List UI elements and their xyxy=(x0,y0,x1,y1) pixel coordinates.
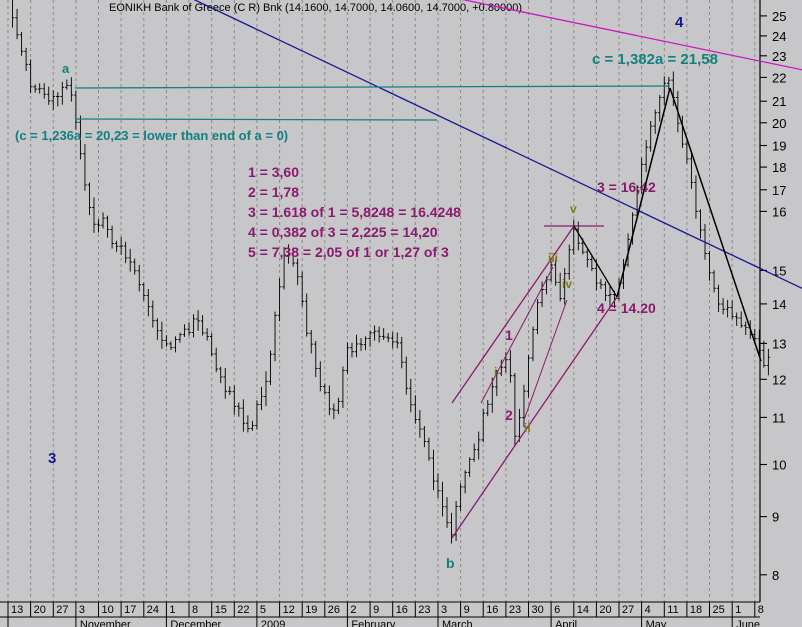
svg-text:24: 24 xyxy=(147,604,159,616)
svg-text:a: a xyxy=(62,61,70,76)
svg-text:March: March xyxy=(442,619,473,627)
svg-text:15: 15 xyxy=(772,263,786,278)
svg-text:June: June xyxy=(736,619,760,627)
svg-text:3: 3 xyxy=(441,604,447,616)
svg-text:11: 11 xyxy=(667,604,678,616)
svg-text:8: 8 xyxy=(192,604,198,616)
svg-text:December: December xyxy=(170,619,221,627)
svg-text:c = 1,382a = 21,58: c = 1,382a = 21,58 xyxy=(592,51,718,68)
svg-text:1 = 3,60: 1 = 3,60 xyxy=(248,164,299,180)
svg-text:ii: ii xyxy=(524,421,531,435)
svg-text:2: 2 xyxy=(350,604,356,616)
svg-text:3 = 1.618 of 1 = 5,8248 = 16.4: 3 = 1.618 of 1 = 5,8248 = 16.4248 xyxy=(248,204,461,220)
svg-text:23: 23 xyxy=(418,604,430,616)
svg-text:27: 27 xyxy=(622,604,634,616)
svg-text:9: 9 xyxy=(464,604,470,616)
svg-text:19: 19 xyxy=(305,604,317,616)
svg-text:9: 9 xyxy=(772,510,779,525)
svg-text:16: 16 xyxy=(772,204,786,219)
svg-text:13: 13 xyxy=(11,604,23,616)
svg-text:25: 25 xyxy=(713,604,725,616)
svg-text:19: 19 xyxy=(772,139,786,154)
svg-text:15: 15 xyxy=(215,604,227,616)
svg-text:8: 8 xyxy=(758,604,764,616)
svg-text:February: February xyxy=(351,619,396,627)
svg-text:i: i xyxy=(494,365,497,379)
svg-text:3: 3 xyxy=(48,450,56,467)
svg-text:20: 20 xyxy=(599,604,611,616)
svg-text:6: 6 xyxy=(554,604,560,616)
svg-text:17: 17 xyxy=(772,183,786,198)
svg-text:2: 2 xyxy=(505,407,513,423)
svg-text:22: 22 xyxy=(237,604,249,616)
svg-text:8: 8 xyxy=(772,568,779,583)
svg-text:(c = 1,236a = 20,23 = lower th: (c = 1,236a = 20,23 = lower than end of … xyxy=(15,128,288,143)
svg-text:3 = 16,42: 3 = 16,42 xyxy=(597,179,656,195)
svg-text:26: 26 xyxy=(328,604,340,616)
svg-text:18: 18 xyxy=(690,604,702,616)
svg-text:30: 30 xyxy=(532,604,544,616)
svg-text:3: 3 xyxy=(79,604,85,616)
svg-text:25: 25 xyxy=(772,9,786,24)
svg-text:10: 10 xyxy=(772,458,786,473)
svg-text:14: 14 xyxy=(577,604,589,616)
svg-text:4 = 14.20: 4 = 14.20 xyxy=(597,300,656,316)
svg-text:23: 23 xyxy=(509,604,521,616)
svg-text:10: 10 xyxy=(102,604,114,616)
svg-text:16: 16 xyxy=(396,604,408,616)
svg-text:EONIKH Bank of Greece (C R) Bn: EONIKH Bank of Greece (C R) Bnk (14.1600… xyxy=(109,2,522,14)
svg-text:November: November xyxy=(80,619,131,627)
svg-text:20: 20 xyxy=(34,604,46,616)
svg-text:17: 17 xyxy=(124,604,136,616)
svg-text:iii: iii xyxy=(548,251,558,265)
svg-text:21: 21 xyxy=(772,94,786,109)
svg-text:12: 12 xyxy=(283,604,295,616)
svg-text:April: April xyxy=(555,619,577,627)
svg-text:27: 27 xyxy=(56,604,68,616)
svg-text:20: 20 xyxy=(772,116,786,131)
svg-text:24: 24 xyxy=(772,29,786,44)
svg-text:5 = 7,38 = 2,05 of 1 or 1,27 o: 5 = 7,38 = 2,05 of 1 or 1,27 of 3 xyxy=(248,244,449,260)
svg-text:4: 4 xyxy=(675,14,684,31)
svg-text:2 = 1,78: 2 = 1,78 xyxy=(248,184,299,200)
svg-text:16: 16 xyxy=(486,604,498,616)
svg-text:iv: iv xyxy=(562,277,572,291)
svg-text:13: 13 xyxy=(772,336,786,351)
svg-text:May: May xyxy=(646,619,667,627)
svg-text:b: b xyxy=(446,555,455,571)
svg-text:2009: 2009 xyxy=(261,619,285,627)
svg-text:12: 12 xyxy=(772,372,786,387)
svg-text:4: 4 xyxy=(645,604,651,616)
svg-text:1: 1 xyxy=(735,604,741,616)
svg-text:v: v xyxy=(570,202,577,216)
svg-text:4 = 0,382 of 3 = 2,225 = 14,2: 4 = 0,382 of 3 = 2,225 = 14,20 xyxy=(248,224,438,240)
svg-text:18: 18 xyxy=(772,160,786,175)
svg-text:14: 14 xyxy=(772,297,786,312)
svg-text:22: 22 xyxy=(772,70,786,85)
svg-text:9: 9 xyxy=(373,604,379,616)
svg-text:1: 1 xyxy=(505,327,513,343)
svg-text:5: 5 xyxy=(260,604,266,616)
svg-text:23: 23 xyxy=(772,49,786,64)
svg-text:1: 1 xyxy=(169,604,175,616)
svg-text:11: 11 xyxy=(772,410,786,425)
